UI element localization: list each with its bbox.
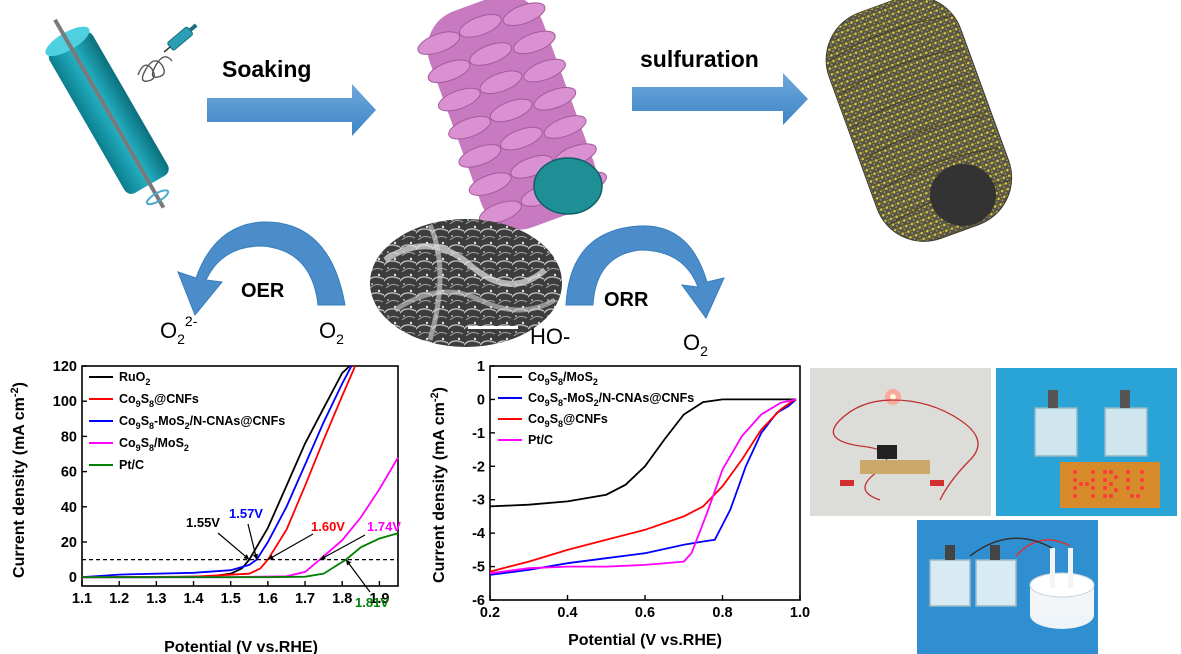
orr-y-tick-label: 1 [477, 359, 485, 375]
orr-y-tick-label: -2 [472, 459, 485, 475]
oer-series-line [82, 532, 399, 579]
oer-onset-annotation: 1.74V [367, 519, 401, 534]
oer-x-tick-label: 1.8 [332, 591, 352, 607]
oer-y-tick-label: 20 [61, 535, 77, 551]
sulfuration-arrow [632, 73, 808, 125]
oer-y-tick-label: 0 [69, 570, 77, 586]
oer-onset-annotation: 1.60V [311, 519, 345, 534]
orr-x-tick-label: 1.0 [790, 605, 810, 621]
oer-annotation-arrowhead [243, 554, 250, 560]
soaking-label: Soaking [222, 56, 311, 82]
oer-x-tick-label: 1.1 [72, 591, 92, 607]
oer-onset-annotation: 1.57V [229, 506, 263, 521]
oer-onset-annotation: 1.81V [355, 595, 389, 610]
orr-series-line [489, 398, 797, 575]
oer-legend-entry: Co9S8@CNFs [119, 392, 199, 409]
orr-y-tick-label: 0 [477, 392, 485, 408]
orr-x-tick-label: 0.4 [557, 605, 577, 621]
photo-water-splitting-cell [917, 520, 1098, 654]
oer-onset-annotation: 1.55V [186, 515, 220, 530]
orr-plot-area: 0.2 0.4 0.6 0.8 1.0 1 0 -1 -2 -3 -4 -5 -6 Co9S8/MoS2 C… [472, 359, 810, 621]
oer-annotation-arrowhead [252, 553, 258, 560]
orr-legend-entry: Co9S8@CNFs [528, 412, 608, 429]
oer-annotation-arrowhead [319, 554, 326, 560]
syringe-icon [163, 23, 198, 53]
orr-label: ORR [604, 289, 649, 311]
soaking-arrow [207, 84, 376, 136]
oer-legend-entry: RuO2 [119, 370, 150, 387]
oer-plot-area: 1.1 1.2 1.3 1.4 1.5 1.6 1.7 1.8 1.9 0 20 40 60 80 100 1… [53, 359, 402, 610]
oer-y-axis-label: Current density (mA cm-2) [9, 382, 28, 578]
oer-x-tick-label: 1.6 [258, 591, 278, 607]
oer-x-tick-label: 1.5 [221, 591, 241, 607]
orr-y-tick-label: -6 [472, 593, 485, 609]
orr-polarization-chart: 0.2 0.4 0.6 0.8 1.0 1 0 -1 -2 -3 -4 -5 -6 Co9S8/MoS2 C… [429, 359, 810, 649]
orr-y-tick-label: -4 [472, 526, 485, 542]
oer-x-tick-label: 1.3 [146, 591, 166, 607]
oer-reactant: O2 [319, 318, 344, 347]
orr-legend-entry: Co9S8/MoS2 [528, 370, 598, 387]
oer-annotation-arrow [267, 533, 314, 561]
oer-y-tick-label: 40 [61, 500, 77, 516]
oer-curved-arrow [177, 221, 346, 316]
sulfuration-label: sulfuration [640, 46, 759, 72]
oer-product: O22- [160, 313, 198, 347]
orr-curved-arrow [565, 225, 725, 319]
orr-y-tick-label: -5 [472, 560, 485, 576]
photo-led-demo [810, 368, 991, 516]
orr-legend-entry: Co9S8-MoS2/N-CNAs@CNFs [528, 391, 694, 408]
oer-legend-entry: Co9S8-MoS2/N-CNAs@CNFs [119, 414, 285, 431]
oer-annotation-arrowhead [267, 554, 274, 560]
orr-series-line [489, 398, 797, 508]
orr-x-tick-label: 0.2 [480, 605, 500, 621]
orr-reactant: HO- [530, 324, 570, 349]
oer-x-tick-label: 1.4 [183, 591, 203, 607]
oer-legend-entry: Co9S8/MoS2 [119, 436, 189, 453]
orr-series-line [489, 398, 797, 573]
oer-x-tick-label: 1.7 [295, 591, 315, 607]
orr-product: O2 [683, 330, 708, 359]
orr-y-axis-label: Current density (mA cm-2) [429, 387, 448, 583]
oer-y-tick-label: 120 [53, 359, 77, 375]
oer-series-line [81, 365, 357, 579]
oer-y-tick-label: 60 [61, 465, 77, 481]
oer-annotation-arrow [319, 534, 366, 561]
orr-y-tick-label: -1 [472, 426, 485, 442]
oer-x-axis-label: Potential (V vs.RHE) [164, 639, 318, 654]
orr-legend-entry: Pt/C [528, 433, 553, 447]
oer-annotation-arrow [345, 559, 371, 593]
oer-annotation-arrow [217, 532, 250, 561]
orr-x-axis-label: Potential (V vs.RHE) [568, 632, 722, 649]
oer-frame [81, 365, 399, 587]
oer-label: OER [241, 280, 285, 302]
sulfurized-fiber [825, 0, 1013, 242]
oer-annotation-arrowhead [345, 559, 352, 566]
oer-annotation-arrow [247, 523, 258, 560]
oer-y-tick-label: 100 [53, 394, 77, 410]
pink-nanosheet-fiber [417, 0, 608, 230]
sem-image-inset [370, 219, 562, 347]
orr-x-tick-label: 0.8 [712, 605, 732, 621]
oer-legend-entry: Pt/C [119, 458, 144, 472]
oer-x-tick-label: 1.2 [109, 591, 129, 607]
scale-bar [468, 326, 518, 329]
photo-hbu-led-panel [996, 368, 1177, 516]
electrospun-fiber-illustration [45, 18, 198, 209]
oer-x-tick-label: 1.9 [369, 591, 389, 607]
orr-x-tick-label: 0.6 [635, 605, 655, 621]
oer-y-tick-label: 80 [61, 429, 77, 445]
oer-polarization-chart: 1.1 1.2 1.3 1.4 1.5 1.6 1.7 1.8 1.9 0 20 40 60 80 100 1… [9, 359, 401, 654]
orr-y-tick-label: -3 [472, 493, 485, 509]
oer-series-line [81, 365, 353, 579]
